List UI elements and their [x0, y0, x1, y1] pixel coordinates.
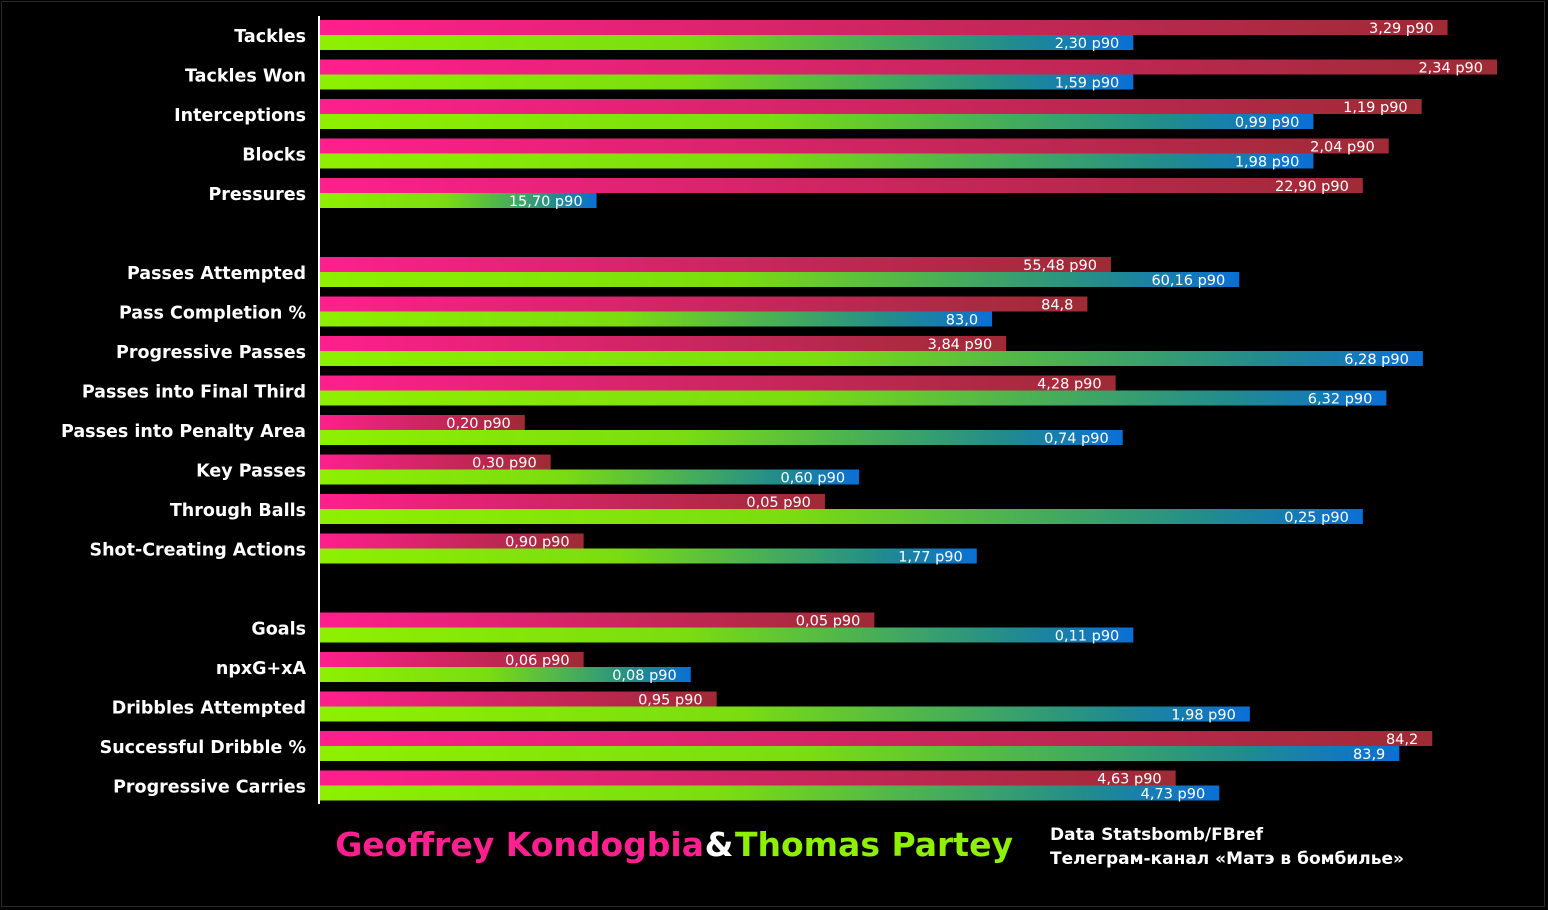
- bar-partey: [320, 746, 1400, 761]
- value-label-kondogbia: 0,90 p90: [505, 535, 570, 551]
- value-label-kondogbia: 1,19 p90: [1343, 100, 1408, 116]
- value-label-kondogbia: 0,05 p90: [746, 495, 811, 511]
- bar-partey: [320, 469, 860, 485]
- bar-kondogbia: [320, 494, 825, 509]
- bar-kondogbia: [320, 731, 1433, 746]
- category-label: Tackles Won: [185, 67, 306, 87]
- value-label-partey: 0,74 p90: [1044, 431, 1109, 447]
- bar-partey: [320, 35, 1134, 50]
- value-label-kondogbia: 55,48 p90: [1023, 258, 1097, 274]
- bar-kondogbia: [320, 59, 1497, 75]
- category-label: Passes into Final Third: [82, 383, 306, 403]
- value-label-partey: 15,70 p90: [509, 194, 583, 210]
- category-label: Dribbles Attempted: [112, 699, 306, 719]
- value-label-kondogbia: 84,2: [1386, 732, 1418, 748]
- bar-kondogbia: [320, 415, 525, 430]
- value-label-kondogbia: 0,06 p90: [505, 653, 570, 669]
- bar-kondogbia: [320, 454, 551, 470]
- value-label-kondogbia: 0,95 p90: [638, 693, 703, 709]
- value-label-kondogbia: 4,63 p90: [1097, 772, 1162, 788]
- value-label-kondogbia: 3,29 p90: [1369, 21, 1434, 37]
- bar-partey: [320, 667, 691, 682]
- bar-partey: [320, 390, 1387, 406]
- bar-partey: [320, 706, 1250, 722]
- bar-kondogbia: [320, 691, 717, 707]
- legend-player1: Geoffrey Kondogbia: [335, 825, 704, 864]
- value-label-partey: 60,16 p90: [1151, 273, 1225, 289]
- value-label-kondogbia: 3,84 p90: [928, 337, 993, 353]
- bar-kondogbia: [320, 178, 1363, 193]
- value-label-partey: 0,99 p90: [1235, 115, 1300, 131]
- value-label-kondogbia: 2,34 p90: [1418, 61, 1483, 77]
- value-label-partey: 4,73 p90: [1141, 787, 1206, 803]
- bar-partey: [320, 311, 993, 327]
- category-label: npxG+xA: [216, 659, 307, 679]
- value-label-kondogbia: 0,30 p90: [472, 456, 537, 472]
- bar-kondogbia: [320, 20, 1448, 35]
- bar-partey: [320, 153, 1314, 169]
- category-label: Progressive Carries: [113, 778, 306, 798]
- bar-kondogbia: [320, 257, 1111, 272]
- bar-kondogbia: [320, 138, 1389, 154]
- bar-partey: [320, 114, 1314, 129]
- value-label-kondogbia: 22,90 p90: [1275, 179, 1349, 195]
- value-label-kondogbia: 84,8: [1041, 298, 1073, 314]
- value-label-partey: 6,28 p90: [1344, 352, 1409, 368]
- bar-partey: [320, 627, 1134, 643]
- bar-partey: [320, 74, 1134, 90]
- bar-kondogbia: [320, 652, 584, 667]
- bar-kondogbia: [320, 296, 1088, 312]
- category-label: Blocks: [242, 146, 306, 166]
- category-label: Key Passes: [196, 462, 306, 482]
- value-label-kondogbia: 4,28 p90: [1037, 377, 1102, 393]
- category-label: Tackles: [234, 27, 306, 47]
- legend-player2: Thomas Partey: [735, 825, 1013, 864]
- category-label: Successful Dribble %: [100, 738, 306, 758]
- value-label-partey: 1,77 p90: [898, 550, 963, 566]
- legend: Geoffrey Kondogbia & Thomas Partey Data …: [335, 825, 1404, 869]
- category-label: Interceptions: [174, 106, 306, 126]
- category-label: Passes Attempted: [127, 264, 306, 284]
- value-label-partey: 2,30 p90: [1055, 36, 1120, 52]
- source-credit: Data Statsbomb/FBref: [1050, 825, 1264, 845]
- value-label-partey: 83,0: [946, 313, 978, 329]
- category-label: Passes into Penalty Area: [61, 422, 306, 442]
- category-label: Pass Completion %: [119, 304, 306, 324]
- bar-kondogbia: [320, 770, 1176, 786]
- value-label-partey: 1,59 p90: [1055, 76, 1120, 92]
- value-label-partey: 1,98 p90: [1171, 708, 1236, 724]
- value-label-kondogbia: 0,05 p90: [796, 614, 861, 630]
- value-label-partey: 6,32 p90: [1308, 392, 1373, 408]
- value-label-partey: 0,25 p90: [1284, 510, 1349, 526]
- value-label-kondogbia: 0,20 p90: [446, 416, 511, 432]
- bar-partey: [320, 509, 1363, 524]
- category-label: Goals: [251, 620, 306, 640]
- bar-partey: [320, 193, 597, 208]
- value-label-partey: 0,60 p90: [781, 471, 846, 487]
- value-label-partey: 0,08 p90: [612, 668, 677, 684]
- bar-partey: [320, 430, 1123, 445]
- value-label-kondogbia: 2,04 p90: [1310, 140, 1375, 156]
- bar-kondogbia: [320, 336, 1007, 351]
- bar-partey: [320, 548, 977, 564]
- category-label: Shot-Creating Actions: [90, 541, 307, 561]
- category-label: Progressive Passes: [116, 343, 306, 363]
- bar-partey: [320, 272, 1240, 287]
- value-label-partey: 1,98 p90: [1235, 155, 1300, 171]
- legend-ampersand: &: [705, 825, 734, 864]
- telegram-credit: Телеграм-канал «Матэ в бомбилье»: [1050, 849, 1404, 869]
- bar-kondogbia: [320, 533, 584, 549]
- bar-kondogbia: [320, 375, 1116, 391]
- bar-partey: [320, 351, 1423, 366]
- bar-kondogbia: [320, 99, 1422, 114]
- value-label-partey: 83,9: [1353, 747, 1385, 763]
- category-label: Through Balls: [170, 501, 306, 521]
- value-label-partey: 0,11 p90: [1055, 629, 1120, 645]
- bar-partey: [320, 785, 1220, 801]
- category-label: Pressures: [208, 185, 306, 205]
- bar-kondogbia: [320, 612, 875, 628]
